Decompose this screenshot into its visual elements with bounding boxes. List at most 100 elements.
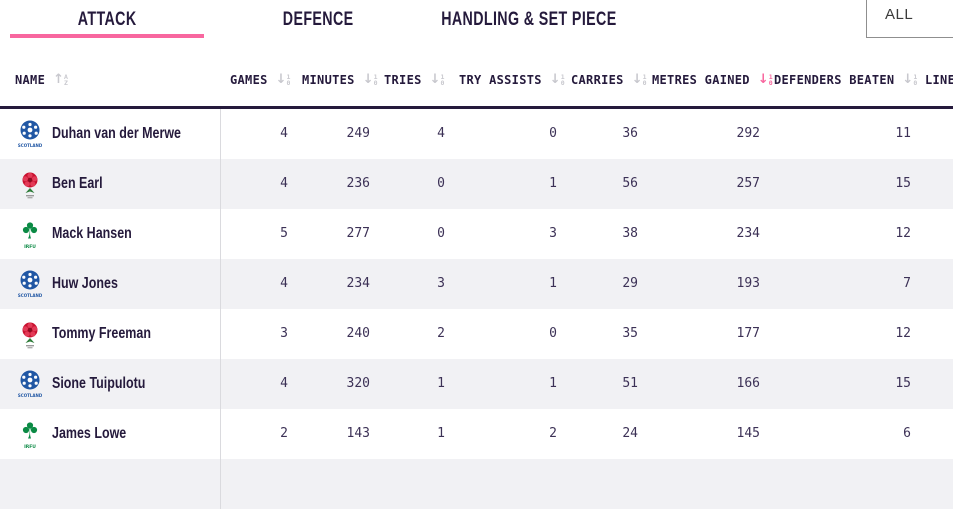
england-crest-icon xyxy=(22,322,38,348)
try-assists-value: 0 xyxy=(549,126,557,141)
scotland-crest-icon xyxy=(18,370,42,398)
england-crest-icon xyxy=(22,172,38,198)
team-filter-dropdown[interactable]: ALL xyxy=(866,0,953,38)
table-row[interactable]: Sione Tuipulotu 4 320 1 1 51 166 15 xyxy=(0,358,953,409)
table-row[interactable]: Ben Earl 4 236 0 1 56 257 15 xyxy=(0,158,953,209)
scotland-crest-icon xyxy=(18,120,42,148)
column-label: METRES GAINED xyxy=(652,72,750,87)
defenders-beaten-value: 11 xyxy=(895,126,911,141)
player-name: Tommy Freeman xyxy=(52,324,151,342)
table-row[interactable]: James Lowe 2 143 1 2 24 145 6 xyxy=(0,408,953,459)
games-value: 4 xyxy=(280,126,288,141)
player-link[interactable]: Duhan van der Merwe xyxy=(0,109,220,159)
minutes-value: 277 xyxy=(346,226,370,241)
player-name: Mack Hansen xyxy=(52,224,132,242)
tab-defence-label: DEFENCE xyxy=(282,9,354,30)
try-assists-value: 3 xyxy=(549,226,557,241)
player-name: Duhan van der Merwe xyxy=(52,124,181,142)
tries-value: 1 xyxy=(437,376,445,391)
try-assists-value: 1 xyxy=(549,376,557,391)
carries-value: 29 xyxy=(622,276,638,291)
carries-value: 24 xyxy=(622,426,638,441)
table-row[interactable]: Tommy Freeman 3 240 2 0 35 177 12 xyxy=(0,308,953,359)
defenders-beaten-value: 6 xyxy=(903,426,911,441)
tries-value: 2 xyxy=(437,326,445,341)
carries-value: 35 xyxy=(622,326,638,341)
ireland-crest-icon xyxy=(22,221,38,249)
metres-gained-value: 166 xyxy=(736,376,760,391)
player-name: Sione Tuipulotu xyxy=(52,374,146,392)
player-link[interactable]: Huw Jones xyxy=(0,259,220,309)
scotland-crest-icon xyxy=(18,270,42,298)
carries-value: 56 xyxy=(622,176,638,191)
player-link[interactable]: Ben Earl xyxy=(0,159,220,209)
metres-gained-value: 145 xyxy=(736,426,760,441)
table-row-clipped xyxy=(0,458,953,509)
column-label: GAMES xyxy=(230,72,268,87)
defenders-beaten-value: 15 xyxy=(895,176,911,191)
tab-handling-set-piece[interactable]: HANDLING & SET PIECE xyxy=(432,0,626,38)
player-link[interactable]: Sione Tuipulotu xyxy=(0,359,220,409)
column-label: DEFENDERS BEATEN xyxy=(774,72,895,87)
games-value: 3 xyxy=(280,326,288,341)
player-link[interactable]: Mack Hansen xyxy=(0,209,220,259)
minutes-value: 240 xyxy=(346,326,370,341)
games-value: 2 xyxy=(280,426,288,441)
table-row[interactable]: Huw Jones 4 234 3 1 29 193 7 xyxy=(0,258,953,309)
try-assists-value: 1 xyxy=(549,176,557,191)
tab-defence[interactable]: DEFENCE xyxy=(221,0,415,38)
column-label: TRY ASSISTS xyxy=(459,72,542,87)
metres-gained-value: 257 xyxy=(736,176,760,191)
player-link[interactable]: Tommy Freeman xyxy=(0,309,220,359)
column-label: CARRIES xyxy=(571,72,624,87)
player-name: Ben Earl xyxy=(52,174,103,192)
metres-gained-value: 177 xyxy=(736,326,760,341)
minutes-value: 249 xyxy=(346,126,370,141)
carries-value: 38 xyxy=(622,226,638,241)
defenders-beaten-value: 12 xyxy=(895,226,911,241)
table-row[interactable]: Duhan van der Merwe 4 249 4 0 36 292 11 xyxy=(0,107,953,159)
column-header-linebreaks[interactable]: LINE xyxy=(915,40,953,109)
defenders-beaten-value: 12 xyxy=(895,326,911,341)
column-label: TRIES xyxy=(384,72,422,87)
stats-category-tabs: ATTACK DEFENCE HANDLING & SET PIECE xyxy=(10,0,953,40)
games-value: 4 xyxy=(280,276,288,291)
games-value: 5 xyxy=(280,226,288,241)
games-value: 4 xyxy=(280,376,288,391)
minutes-value: 320 xyxy=(346,376,370,391)
player-link[interactable]: James Lowe xyxy=(0,409,220,459)
games-value: 4 xyxy=(280,176,288,191)
try-assists-value: 0 xyxy=(549,326,557,341)
metres-gained-value: 193 xyxy=(736,276,760,291)
try-assists-value: 2 xyxy=(549,426,557,441)
tab-attack[interactable]: ATTACK xyxy=(10,0,204,38)
defenders-beaten-value: 15 xyxy=(895,376,911,391)
player-name: Huw Jones xyxy=(52,274,118,292)
column-label: LINE xyxy=(925,72,953,87)
tries-value: 3 xyxy=(437,276,445,291)
tries-value: 0 xyxy=(437,226,445,241)
ireland-crest-icon xyxy=(22,421,38,449)
minutes-value: 234 xyxy=(346,276,370,291)
metres-gained-value: 292 xyxy=(736,126,760,141)
minutes-value: 236 xyxy=(346,176,370,191)
metres-gained-value: 234 xyxy=(736,226,760,241)
table-row[interactable]: Mack Hansen 5 277 0 3 38 234 12 xyxy=(0,208,953,259)
